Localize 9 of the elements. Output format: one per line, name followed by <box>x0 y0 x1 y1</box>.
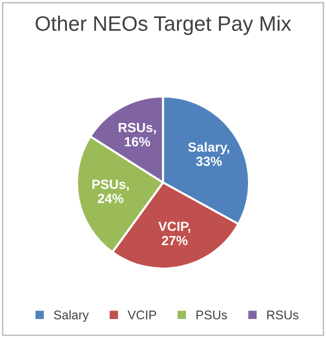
chart-title: Other NEOs Target Pay Mix <box>36 16 292 36</box>
data-label: RSUs, 16% <box>118 122 156 146</box>
legend-label: PSUs <box>196 310 228 320</box>
data-label: Salary, 33% <box>188 142 230 166</box>
legend-label: RSUs <box>267 310 298 320</box>
data-label: VCIP, 27% <box>158 222 190 246</box>
legend-label: Salary <box>54 310 89 322</box>
data-label: PSUs, 24% <box>92 180 129 204</box>
legend-label: VCIP <box>128 310 156 320</box>
